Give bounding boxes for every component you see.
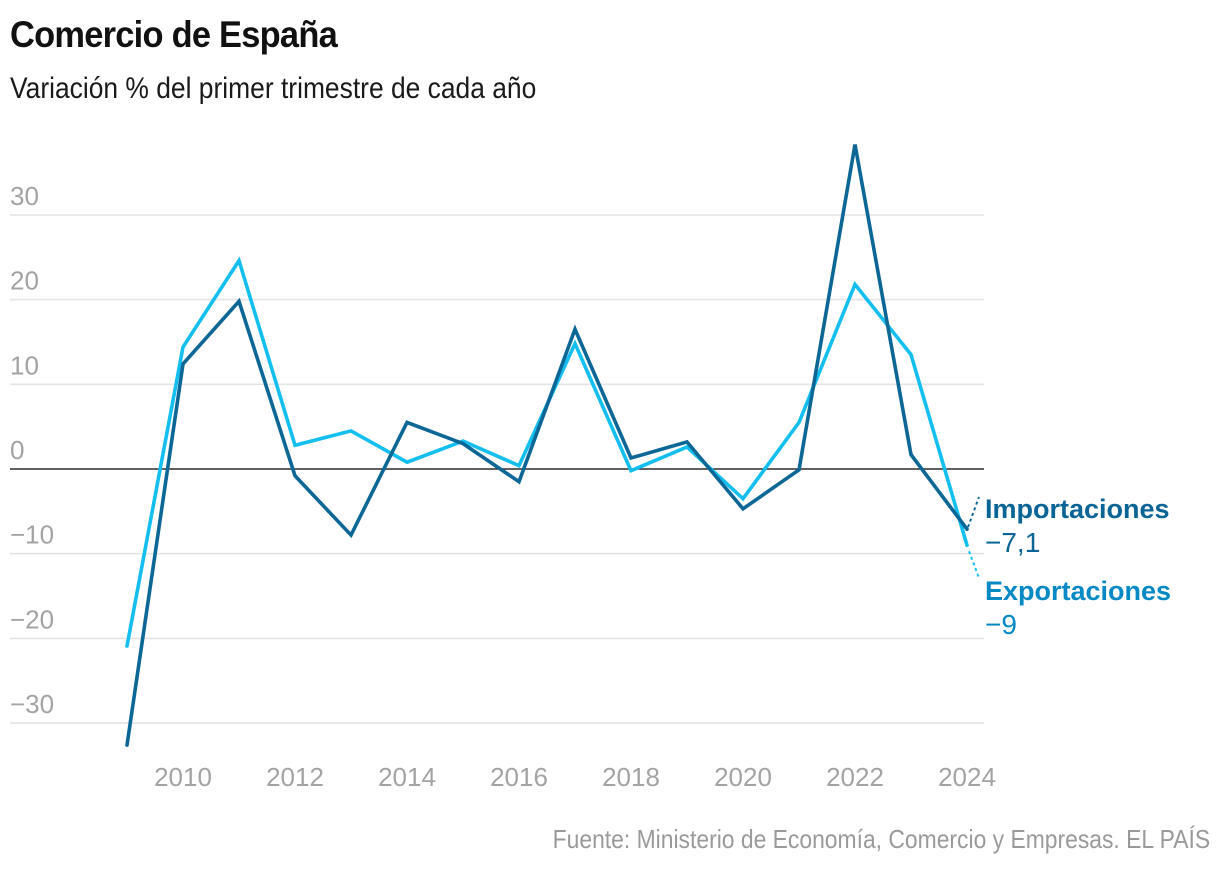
label-exportaciones-name: Exportaciones xyxy=(985,576,1171,606)
x-axis-labels: 2010 2012 2014 2016 2018 2020 2022 2024 xyxy=(154,762,996,792)
y-tick-label: 30 xyxy=(10,181,39,211)
y-tick-label: −30 xyxy=(10,689,54,719)
leader-line-importaciones xyxy=(967,496,980,528)
y-axis-labels: 30 20 10 0 −10 −20 −30 xyxy=(10,181,54,719)
y-tick-label: 10 xyxy=(10,350,39,380)
x-tick-label: 2014 xyxy=(378,762,436,792)
chart-subtitle: Variación % del primer trimestre de cada… xyxy=(10,72,537,105)
x-tick-label: 2016 xyxy=(490,762,548,792)
label-exportaciones-value: −9 xyxy=(985,609,1017,640)
series-line-exportaciones xyxy=(125,256,969,648)
label-importaciones-value: −7,1 xyxy=(985,527,1040,558)
x-tick-label: 2020 xyxy=(714,762,772,792)
leader-line-exportaciones xyxy=(968,550,980,579)
gridlines xyxy=(10,214,984,724)
series-line-importaciones xyxy=(125,144,969,747)
label-importaciones-name: Importaciones xyxy=(985,494,1170,524)
source-credit: Fuente: Ministerio de Economía, Comercio… xyxy=(552,824,1210,854)
x-tick-label: 2024 xyxy=(938,762,996,792)
x-tick-label: 2018 xyxy=(602,762,660,792)
y-tick-label: 20 xyxy=(10,266,39,296)
y-tick-label: −10 xyxy=(10,520,54,550)
x-tick-label: 2012 xyxy=(266,762,324,792)
y-tick-label: −20 xyxy=(10,604,54,634)
chart-title: Comercio de España xyxy=(10,14,338,55)
x-tick-label: 2010 xyxy=(154,762,212,792)
series-direct-labels: Importaciones−7,1 Exportaciones−9 xyxy=(967,494,1171,640)
y-tick-label: 0 xyxy=(10,435,24,465)
series-lines xyxy=(125,144,969,747)
x-tick-label: 2022 xyxy=(826,762,884,792)
